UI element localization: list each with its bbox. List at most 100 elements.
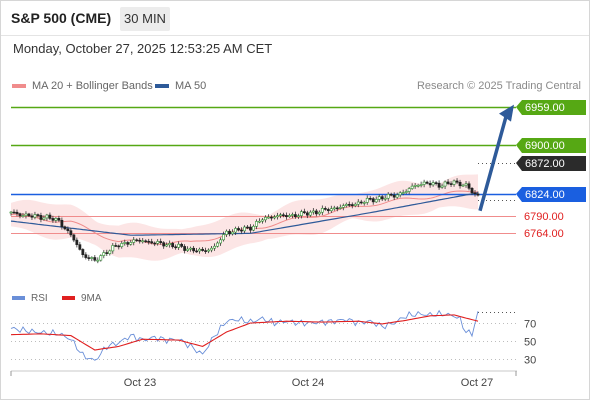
candle-body: [198, 248, 201, 252]
candle-body: [350, 204, 354, 206]
candle-body: [308, 211, 312, 216]
candle-body: [18, 213, 22, 217]
candle-body: [192, 247, 196, 252]
level-label-box: [516, 187, 586, 202]
candle-body: [144, 240, 148, 243]
candle-body: [42, 217, 46, 220]
level-label: 6764.00: [524, 228, 564, 240]
candle-body: [470, 187, 474, 194]
level-label-box: [516, 156, 586, 171]
candle-body: [177, 243, 181, 248]
candle-body: [57, 218, 61, 221]
candle-body: [437, 182, 441, 188]
level-label-box: [516, 138, 586, 153]
candle-body: [132, 239, 136, 243]
candle-body: [425, 181, 429, 184]
candle-body: [99, 255, 103, 261]
legend-rsi-label: RSI: [31, 293, 48, 304]
candle-body: [222, 234, 225, 241]
level-labels: 6959.00 6900.00 6872.00 6824.00 6790.00 6764.…: [516, 100, 586, 240]
rsi-swatch: [12, 296, 25, 301]
candle-body: [12, 211, 16, 214]
bollinger-swatch: [12, 84, 26, 89]
candle-body: [329, 208, 333, 212]
ma50-line: [10, 192, 479, 236]
candle-body: [299, 211, 303, 217]
candle-body: [461, 184, 465, 187]
candle-body: [24, 213, 28, 216]
candle-body: [51, 218, 55, 221]
candle-body: [365, 198, 369, 203]
candle-body: [111, 245, 115, 252]
candle-body: [440, 185, 444, 188]
candle-body: [431, 182, 435, 186]
candle-body: [171, 243, 175, 248]
level-label: 6959.00: [525, 102, 565, 114]
candle-body: [320, 208, 324, 213]
candle-body: [69, 230, 73, 236]
rsi-9ma-line: [10, 314, 479, 351]
legend-ma50: MA 50: [155, 80, 206, 92]
legend-bollinger-label: MA 20 + Bollinger Bands: [32, 80, 153, 92]
candle-body: [243, 226, 246, 232]
candle-body: [75, 239, 79, 245]
legend-9ma-label: 9MA: [81, 293, 102, 304]
candle-body: [210, 247, 213, 251]
level-label-box: [516, 100, 586, 115]
candle-body: [183, 246, 187, 251]
candle-body: [234, 228, 237, 233]
header-bar: S&P 500 (CME) 30 MIN: [1, 1, 589, 36]
rsi-panel: 70 50 30: [10, 309, 536, 367]
candle-body: [39, 215, 43, 220]
legend-9ma: 9MA: [62, 293, 102, 304]
level-label: 6872.00: [525, 158, 565, 170]
candle-body: [374, 199, 378, 203]
candle-body: [60, 219, 64, 228]
candle-body: [455, 180, 459, 183]
candle-body: [446, 181, 450, 184]
candle-body: [240, 229, 243, 232]
candle-body: [141, 240, 145, 243]
candle-body: [45, 214, 49, 219]
candle-body: [72, 234, 76, 241]
x-tick-label: Oct 24: [292, 377, 324, 389]
candle-body: [404, 191, 408, 193]
candle-body: [165, 244, 169, 247]
candle-body: [428, 183, 432, 186]
candle-body: [258, 220, 261, 223]
timestamp: Monday, October 27, 2025 12:53:25 AM CET: [13, 41, 273, 56]
candle-body: [458, 181, 462, 187]
candle-body: [174, 246, 178, 249]
candle-body: [407, 188, 411, 192]
candle-body: [273, 216, 276, 219]
candle-body: [108, 250, 112, 254]
candle-body: [359, 201, 363, 204]
candle-body: [413, 184, 417, 187]
candle-body: [267, 216, 270, 219]
candle-body: [135, 239, 139, 242]
candle-body: [443, 181, 447, 187]
candle-body: [473, 192, 477, 195]
candle-body: [33, 214, 37, 218]
rsi-tick-label: 50: [524, 337, 536, 349]
level-label: 6900.00: [525, 140, 565, 152]
candle-body: [156, 241, 160, 244]
candle-body: [344, 204, 348, 206]
candle-body: [114, 245, 118, 247]
legend-bollinger: MA 20 + Bollinger Bands: [12, 80, 153, 92]
candle-body: [228, 230, 231, 235]
bollinger-band-fill: [11, 174, 478, 261]
legend-ma50-label: MA 50: [175, 80, 207, 92]
candle-body: [195, 250, 199, 253]
legend-rsi: RSI: [12, 293, 48, 304]
forecast-arrow: [478, 104, 514, 212]
candle-body: [419, 184, 423, 186]
candle-body: [246, 226, 249, 229]
candle-body: [117, 245, 121, 248]
candle-body: [353, 203, 357, 206]
candle-body: [87, 257, 91, 259]
timeframe-button[interactable]: 30 MIN: [120, 7, 170, 31]
candle-body: [296, 215, 300, 218]
candle-body: [204, 250, 207, 252]
level-label: 6824.00: [525, 189, 565, 201]
